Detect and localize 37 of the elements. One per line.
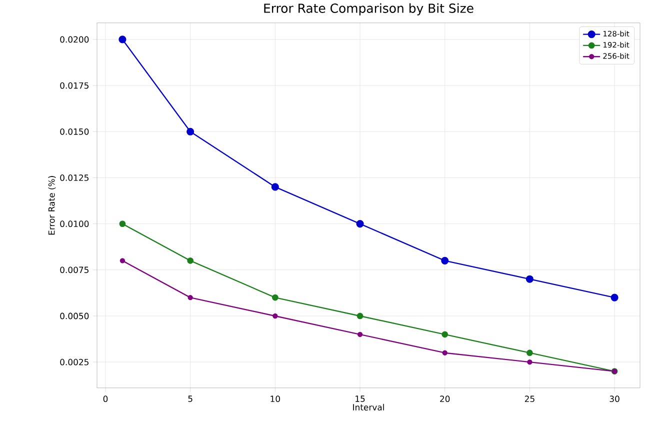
chart-title: Error Rate Comparison by Bit Size <box>264 3 474 16</box>
point <box>118 36 126 44</box>
point <box>187 258 194 264</box>
point <box>356 220 364 228</box>
y-tick-label: 0.0025 <box>60 358 88 366</box>
x-tick-label: 5 <box>188 396 192 402</box>
x-tick-label: 25 <box>524 396 534 402</box>
point <box>272 313 278 319</box>
x-tick-label: 15 <box>356 396 365 402</box>
point <box>188 295 193 300</box>
y-tick-label: 0.0100 <box>60 220 89 228</box>
point <box>357 332 363 338</box>
y-tick-label: 0.0125 <box>60 174 88 181</box>
point <box>610 294 618 302</box>
point <box>272 294 278 301</box>
point <box>442 331 448 338</box>
y-axis-title: Error Rate (%) <box>48 176 56 235</box>
y-tick-label: 0.0075 <box>60 266 88 274</box>
point <box>527 360 532 365</box>
x-tick-label: 20 <box>440 396 450 402</box>
y-tick-label: 0.0150 <box>60 128 89 135</box>
x-axis-title: Interval <box>353 404 384 411</box>
x-tick-label: 10 <box>270 396 280 402</box>
point <box>119 220 126 228</box>
point <box>356 312 364 320</box>
point <box>186 128 194 136</box>
point <box>526 350 533 356</box>
point <box>120 258 126 264</box>
y-tick-label: 0.0050 <box>60 312 89 320</box>
y-tick-label: 0.0175 <box>60 82 88 89</box>
point <box>526 275 534 283</box>
point <box>442 350 448 356</box>
x-tick-label: 0 <box>103 396 108 402</box>
x-tick-label: 30 <box>610 396 620 402</box>
point <box>271 183 279 191</box>
point <box>441 256 449 265</box>
y-tick-label: 0.0200 <box>60 36 89 43</box>
